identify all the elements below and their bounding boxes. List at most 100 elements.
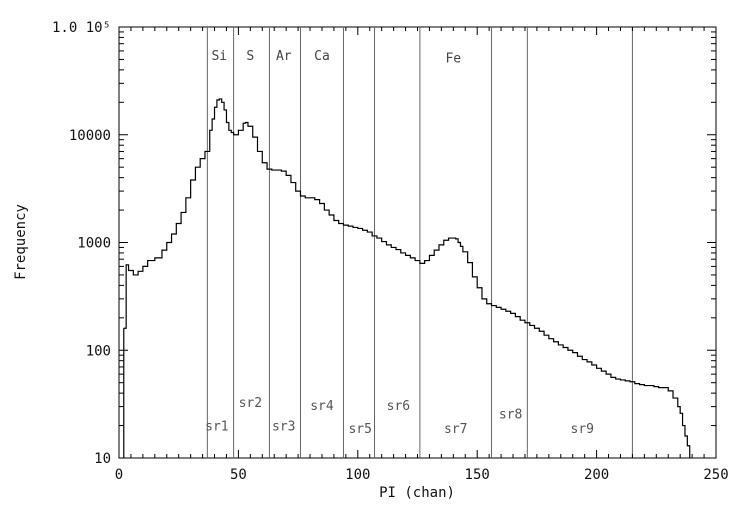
spectrum-series-line-0 [123,98,691,458]
spectrum-data-point [171,233,172,235]
spectrum-data-point [429,254,430,256]
spectrum-data-point [309,197,311,199]
spectrum-data-point [230,132,232,133]
x-tick-label-3: 150 [465,467,490,483]
spectrum-data-point [405,254,406,256]
spectrum-data-point [304,197,306,199]
spectrum-data-point [195,166,196,168]
y-tick-label-1: 100 [86,343,111,359]
y-tick-label-3: 10000 [69,128,111,144]
spectrum-data-point [223,109,225,111]
spectrum-data-point [505,310,507,312]
spectrum-data-point [276,169,278,171]
spectrum-data-point [472,276,473,278]
spectrum-data-point [338,223,340,224]
spectrum-data-point [347,225,349,227]
spectrum-data-point [132,274,134,276]
spectrum-data-point [142,266,144,267]
spectrum-data-point [376,237,378,239]
x-tick-label-2: 100 [345,467,370,483]
spectrum-data-point [548,338,550,340]
spectrum-data-point [366,231,368,233]
spectrum-data-point [228,129,230,131]
spectrum-data-point [343,224,344,226]
spectrum-data-point [624,380,626,382]
spectrum-data-point [534,327,535,329]
spectrum-data-point [538,330,540,332]
spectrum-data-point [233,134,235,136]
spectrum-data-point [199,158,201,160]
spectrum-data-point [643,385,645,386]
spectrum-data-point [481,298,483,300]
spectrum-data-point [300,195,301,197]
spectrum-data-point [218,98,220,100]
spectrum-data-point [257,151,258,152]
spectrum-data-point [639,384,640,385]
region-label-sr4: sr4 [310,399,334,414]
spectrum-data-point [455,238,457,240]
spectrum-data-point [285,174,287,176]
spectrum-data-point [242,122,244,124]
spectrum-data-point [500,308,502,310]
axis-ticks [118,26,717,459]
x-tick-label-1: 50 [230,467,247,483]
spectrum-data-point [381,241,383,242]
spectrum-data-point [519,319,521,321]
spectrum-data-point [572,352,574,354]
y-tick-label-4: 1.0 10⁵ [52,20,111,36]
spectrum-data-point [180,212,182,213]
spectrum-data-point [510,312,512,314]
spectrum-data-point [166,242,168,243]
spectrum-data-point [658,387,660,389]
spectrum-data-point [605,373,607,375]
region-label-sr5: sr5 [348,422,371,437]
spectrum-data-point [679,412,681,414]
spectrum-data-point [123,327,125,329]
region-label-sr3: sr3 [272,420,295,435]
spectrum-data-point [221,101,223,103]
spectrum-data-point [581,359,583,360]
spectrum-data-point [553,341,555,343]
spectrum-data-point [125,264,127,266]
spectrum-data-point [438,244,440,246]
spectrum-data-point [333,220,335,221]
spectrum-data-point [615,378,617,380]
spectrum-data-point [682,425,683,426]
spectrum-data-point [562,347,564,348]
spectrum-data-point [386,244,387,246]
spectrum-data-point [629,381,631,383]
spectrum-data-point [362,229,363,231]
region-label-sr8: sr8 [499,407,522,422]
spectrum-data-point [245,122,246,123]
spectrum-data-point [390,247,392,248]
spectrum-data-point [543,334,545,336]
spectrum-data-point [467,262,469,264]
spectrum-data-point [247,125,249,127]
y-tick-label-2: 1000 [77,236,111,252]
spectrum-data-point [137,270,139,272]
element-label-si: Si [211,49,227,64]
spectrum-data-point [684,435,686,437]
spectrum-data-point [686,445,688,447]
spectrum-data-point [462,251,464,253]
x-tick-label-5: 250 [703,467,728,483]
spectrum-data-point [226,122,227,123]
spectrum-data-point [400,252,402,254]
spectrum-data-point [128,270,129,271]
spectrum-data-point [252,136,254,138]
spectrum-data-point [610,376,612,378]
spectrum-data-point [677,406,679,407]
spectrum-data-point [577,355,578,357]
spectrum-data-point [663,387,664,389]
spectrum-data-point [600,370,602,372]
spectrum-data-point [443,239,445,241]
spectrum-data-point [529,325,531,326]
spectrum-data-point [266,168,268,170]
spectrum-data-point [290,182,292,183]
spectrum-data-point [238,129,239,131]
spectrum-data-point [352,227,354,228]
x-tick-label-4: 200 [584,467,609,483]
spectrum-data-point [319,203,320,204]
element-label-s: S [246,49,254,64]
x-tick-label-0: 0 [115,467,123,483]
